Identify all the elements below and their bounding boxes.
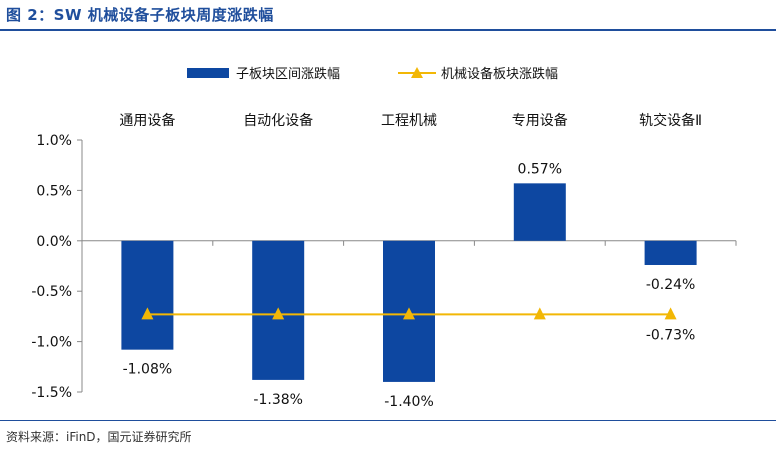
- bar-value-label: -1.38%: [253, 392, 303, 408]
- category-label: 自动化设备: [243, 112, 313, 129]
- category-label: 轨交设备Ⅱ: [639, 112, 702, 129]
- y-tick-label: -0.5%: [31, 284, 72, 300]
- category-label: 工程机械: [381, 113, 437, 129]
- y-tick-label: 0.5%: [36, 183, 72, 199]
- line-value-label: -0.73%: [646, 327, 696, 343]
- bar-value-label: -1.08%: [123, 362, 173, 378]
- line-point-marker: [141, 307, 154, 320]
- figure-title: 图 2：SW 机械设备子板块周度涨跌幅: [6, 6, 274, 24]
- source-note: 资料来源：iFinD，国元证券研究所: [6, 430, 192, 444]
- bar: [121, 240, 174, 350]
- bar-value-label: 0.57%: [518, 161, 562, 177]
- title-rule: [0, 29, 776, 31]
- category-label: 专用设备: [512, 112, 568, 129]
- legend-marker-line: [411, 67, 423, 78]
- bar-value-label: -0.24%: [646, 277, 696, 293]
- line-point-marker: [403, 307, 415, 320]
- line-point-marker: [664, 307, 677, 320]
- bar: [644, 240, 697, 265]
- line-point-marker: [533, 307, 546, 320]
- y-tick-label: 0.0%: [36, 234, 72, 250]
- y-tick-label: 1.0%: [36, 133, 72, 149]
- bar: [513, 183, 566, 241]
- line-point-marker: [272, 307, 285, 320]
- y-tick-label: -1.0%: [31, 335, 72, 351]
- legend-swatch-bar: [187, 68, 229, 78]
- bar-value-label: -1.40%: [384, 394, 434, 410]
- legend-label-line: 机械设备板块涨跌幅: [441, 66, 558, 82]
- legend-label-bar: 子板块区间涨跌幅: [236, 66, 340, 82]
- category-label: 通用设备: [119, 112, 175, 129]
- y-tick-label: -1.5%: [31, 385, 72, 401]
- footer-rule: [0, 420, 776, 421]
